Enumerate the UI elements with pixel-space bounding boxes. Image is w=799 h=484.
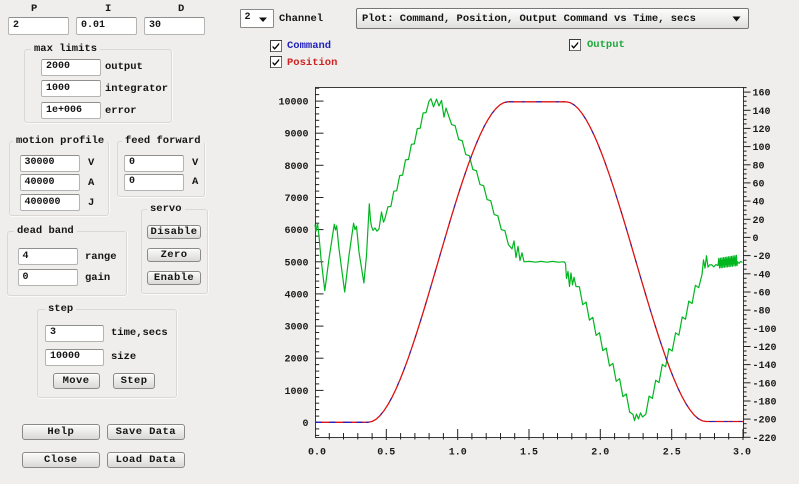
svg-text:-80: -80 <box>753 307 771 318</box>
svg-text:10000: 10000 <box>278 98 308 109</box>
svg-text:-160: -160 <box>753 379 777 390</box>
svg-text:20: 20 <box>753 216 765 227</box>
svg-text:100: 100 <box>753 143 771 154</box>
svg-text:80: 80 <box>753 161 765 172</box>
svg-text:160: 160 <box>753 89 771 100</box>
svg-text:2.0: 2.0 <box>591 448 609 459</box>
svg-text:0: 0 <box>753 234 759 245</box>
svg-text:5000: 5000 <box>284 258 308 269</box>
svg-text:140: 140 <box>753 107 771 118</box>
svg-text:-40: -40 <box>753 270 771 281</box>
svg-text:2.5: 2.5 <box>663 448 681 459</box>
svg-text:3000: 3000 <box>284 323 308 334</box>
svg-text:0.0: 0.0 <box>308 448 326 459</box>
svg-text:9000: 9000 <box>284 130 308 141</box>
svg-text:1000: 1000 <box>284 387 308 398</box>
svg-text:6000: 6000 <box>284 226 308 237</box>
svg-text:3.0: 3.0 <box>733 448 751 459</box>
svg-text:-200: -200 <box>753 416 777 427</box>
svg-text:40: 40 <box>753 198 765 209</box>
svg-text:-100: -100 <box>753 325 777 336</box>
svg-text:-180: -180 <box>753 398 777 409</box>
svg-text:-20: -20 <box>753 252 771 263</box>
svg-text:60: 60 <box>753 179 765 190</box>
svg-text:0: 0 <box>302 419 308 430</box>
svg-text:1.0: 1.0 <box>449 448 467 459</box>
svg-text:1.5: 1.5 <box>520 448 538 459</box>
svg-text:-120: -120 <box>753 343 777 354</box>
svg-text:-60: -60 <box>753 289 771 300</box>
svg-text:4000: 4000 <box>284 290 308 301</box>
svg-text:7000: 7000 <box>284 194 308 205</box>
svg-text:0.5: 0.5 <box>377 448 395 459</box>
svg-text:2000: 2000 <box>284 355 308 366</box>
svg-text:-220: -220 <box>753 434 777 445</box>
svg-text:120: 120 <box>753 125 771 136</box>
svg-text:8000: 8000 <box>284 162 308 173</box>
svg-text:-140: -140 <box>753 361 777 372</box>
